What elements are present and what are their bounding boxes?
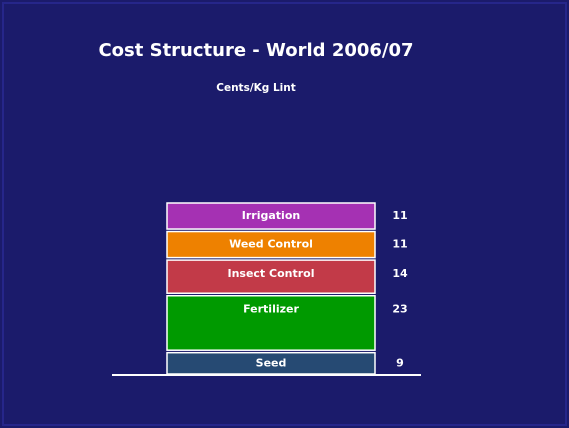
value-label: 11 [392, 238, 407, 251]
segment-label: Seed [256, 356, 287, 369]
bar-segment [166, 202, 376, 230]
chart-title: Cost Structure - World 2006/07 [98, 40, 413, 61]
value-label: 14 [392, 267, 408, 280]
segment-label: Irrigation [242, 209, 300, 222]
bar-segment [166, 294, 376, 351]
segment-label: Fertilizer [243, 303, 299, 316]
bar-segment [166, 351, 376, 375]
segment-label: Insect Control [227, 267, 314, 280]
chart-subtitle: Cents/Kg Lint [216, 82, 296, 94]
value-label: 11 [392, 209, 407, 222]
value-label: 23 [392, 303, 407, 316]
bar-segment [166, 230, 376, 259]
value-label: 9 [396, 356, 404, 369]
bar-segment [166, 259, 376, 294]
segment-label: Weed Control [229, 238, 313, 251]
